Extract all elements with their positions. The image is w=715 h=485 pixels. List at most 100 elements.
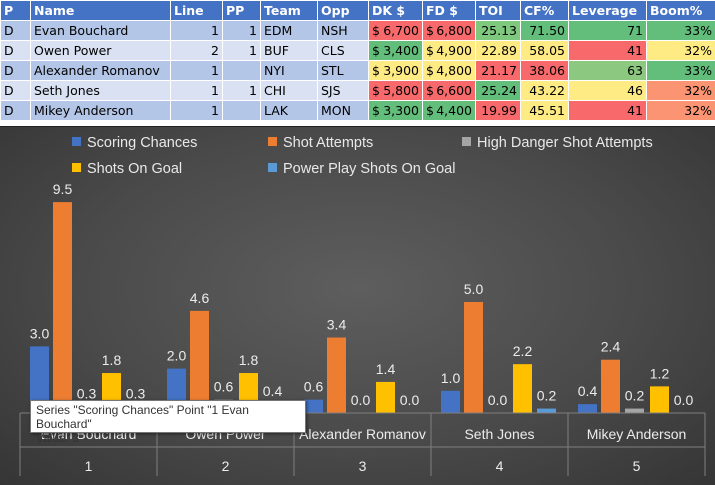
cell-toi[interactable]: 25.13 (475, 20, 521, 41)
cell-opp[interactable]: SJS (317, 80, 369, 101)
header-cell[interactable]: Leverage (568, 0, 647, 21)
cell-leverage[interactable]: 63 (568, 60, 647, 81)
cell-cf[interactable]: 43.22 (520, 80, 569, 101)
cell-line[interactable]: 2 (170, 40, 223, 61)
table-row[interactable]: D Alexander Romanov 1 NYI STL $3,900 $4,800 21.… (0, 60, 715, 81)
table-row[interactable]: D Mikey Anderson 1 LAK MON $3,300 $4,400 19.99 4… (0, 100, 715, 121)
legend-swatch[interactable] (462, 137, 471, 146)
cell-line[interactable]: 1 (170, 60, 223, 81)
cell-boom[interactable]: 33% (646, 60, 715, 81)
cell-pp[interactable]: 1 (222, 40, 261, 61)
cell-line[interactable]: 1 (170, 100, 223, 121)
header-cell[interactable]: CF% (520, 0, 569, 21)
cell-boom[interactable]: 32% (646, 100, 715, 121)
cell-fd[interactable]: $4,900 (422, 40, 476, 61)
cell-name[interactable]: Alexander Romanov (30, 60, 171, 81)
cell-fd[interactable]: $4,800 (422, 60, 476, 81)
bar-scoring-chances[interactable] (578, 404, 597, 413)
cell-fd[interactable]: $4,400 (422, 100, 476, 121)
cell-toi[interactable]: 19.99 (475, 100, 521, 121)
cell-pos[interactable]: D (0, 40, 31, 61)
bar-high-danger-shot-attempts[interactable] (625, 408, 644, 413)
cell-toi[interactable]: 22.89 (475, 40, 521, 61)
cell-opp[interactable]: STL (317, 60, 369, 81)
legend-label[interactable]: Shot Attempts (283, 135, 373, 151)
cell-team[interactable]: LAK (260, 100, 318, 121)
cell-fd[interactable]: $6,800 (422, 20, 476, 41)
table-row[interactable]: D Evan Bouchard 1 1 EDM NSH $6,700 $6,800 25.13 7… (0, 20, 715, 41)
bar-shot-attempts[interactable] (190, 310, 209, 413)
cell-pos[interactable]: D (0, 80, 31, 101)
bar-shot-attempts[interactable] (464, 302, 483, 413)
cell-pp[interactable]: 1 (222, 80, 261, 101)
table-row[interactable]: D Seth Jones 1 1 CHI SJS $5,800 $6,600 25.24 43.2… (0, 80, 715, 101)
cell-leverage[interactable]: 71 (568, 20, 647, 41)
cell-pos[interactable]: D (0, 60, 31, 81)
cell-cf[interactable]: 58.05 (520, 40, 569, 61)
header-cell[interactable]: Line (170, 0, 223, 21)
cell-dk[interactable]: $3,400 (368, 40, 423, 61)
bar-shots-on-goal[interactable] (513, 364, 532, 413)
cell-pp[interactable] (222, 100, 261, 121)
cell-dk[interactable]: $6,700 (368, 20, 423, 41)
cell-pp[interactable] (222, 60, 261, 81)
cell-cf[interactable]: 45.51 (520, 100, 569, 121)
header-cell[interactable]: Name (30, 0, 171, 21)
header-cell[interactable]: DK $ (368, 0, 423, 21)
cell-cf[interactable]: 38.06 (520, 60, 569, 81)
cell-pp[interactable]: 1 (222, 20, 261, 41)
cell-dk[interactable]: $3,900 (368, 60, 423, 81)
bar-shot-attempts[interactable] (601, 359, 620, 413)
cell-opp[interactable]: CLS (317, 40, 369, 61)
cell-boom[interactable]: 32% (646, 80, 715, 101)
cell-fd[interactable]: $6,600 (422, 80, 476, 101)
legend-swatch[interactable] (268, 137, 277, 146)
cell-line[interactable]: 1 (170, 80, 223, 101)
bar-scoring-chances[interactable] (30, 346, 49, 413)
cell-line[interactable]: 1 (170, 20, 223, 41)
cell-dk[interactable]: $3,300 (368, 100, 423, 121)
cell-name[interactable]: Owen Power (30, 40, 171, 61)
bar-shots-on-goal[interactable] (650, 386, 669, 413)
legend-swatch[interactable] (72, 137, 81, 146)
bar-shot-attempts[interactable] (53, 202, 72, 413)
cell-boom[interactable]: 32% (646, 40, 715, 61)
legend-swatch[interactable] (268, 163, 277, 172)
cell-name[interactable]: Evan Bouchard (30, 20, 171, 41)
header-cell[interactable]: Team (260, 0, 318, 21)
cell-leverage[interactable]: 41 (568, 100, 647, 121)
bar-scoring-chances[interactable] (304, 399, 323, 413)
header-cell[interactable]: P (0, 0, 31, 21)
cell-pos[interactable]: D (0, 100, 31, 121)
cell-boom[interactable]: 33% (646, 20, 715, 41)
bar-power-play-shots-on-goal[interactable] (537, 408, 556, 413)
header-cell[interactable]: Opp (317, 0, 369, 21)
cell-toi[interactable]: 21.17 (475, 60, 521, 81)
header-cell[interactable]: FD $ (422, 0, 476, 21)
legend-label[interactable]: Scoring Chances (87, 135, 197, 151)
bar-scoring-chances[interactable] (441, 390, 460, 413)
header-cell[interactable]: TOI (475, 0, 521, 21)
cell-team[interactable]: CHI (260, 80, 318, 101)
bar-shot-attempts[interactable] (327, 337, 346, 413)
table-row[interactable]: D Owen Power 2 1 BUF CLS $3,400 $4,900 22.89 58.0… (0, 40, 715, 61)
cell-dk[interactable]: $5,800 (368, 80, 423, 101)
bar-shots-on-goal[interactable] (376, 381, 395, 413)
cell-team[interactable]: EDM (260, 20, 318, 41)
legend-swatch[interactable] (72, 163, 81, 172)
header-cell[interactable]: Boom% (646, 0, 715, 21)
legend-label[interactable]: High Danger Shot Attempts (477, 135, 653, 151)
cell-pos[interactable]: D (0, 20, 31, 41)
cell-name[interactable]: Seth Jones (30, 80, 171, 101)
cell-cf[interactable]: 71.50 (520, 20, 569, 41)
cell-name[interactable]: Mikey Anderson (30, 100, 171, 121)
cell-team[interactable]: NYI (260, 60, 318, 81)
cell-team[interactable]: BUF (260, 40, 318, 61)
legend-label[interactable]: Power Play Shots On Goal (283, 161, 455, 177)
cell-toi[interactable]: 25.24 (475, 80, 521, 101)
legend-label[interactable]: Shots On Goal (87, 161, 182, 177)
cell-leverage[interactable]: 41 (568, 40, 647, 61)
header-cell[interactable]: PP (222, 0, 261, 21)
cell-opp[interactable]: NSH (317, 20, 369, 41)
cell-opp[interactable]: MON (317, 100, 369, 121)
